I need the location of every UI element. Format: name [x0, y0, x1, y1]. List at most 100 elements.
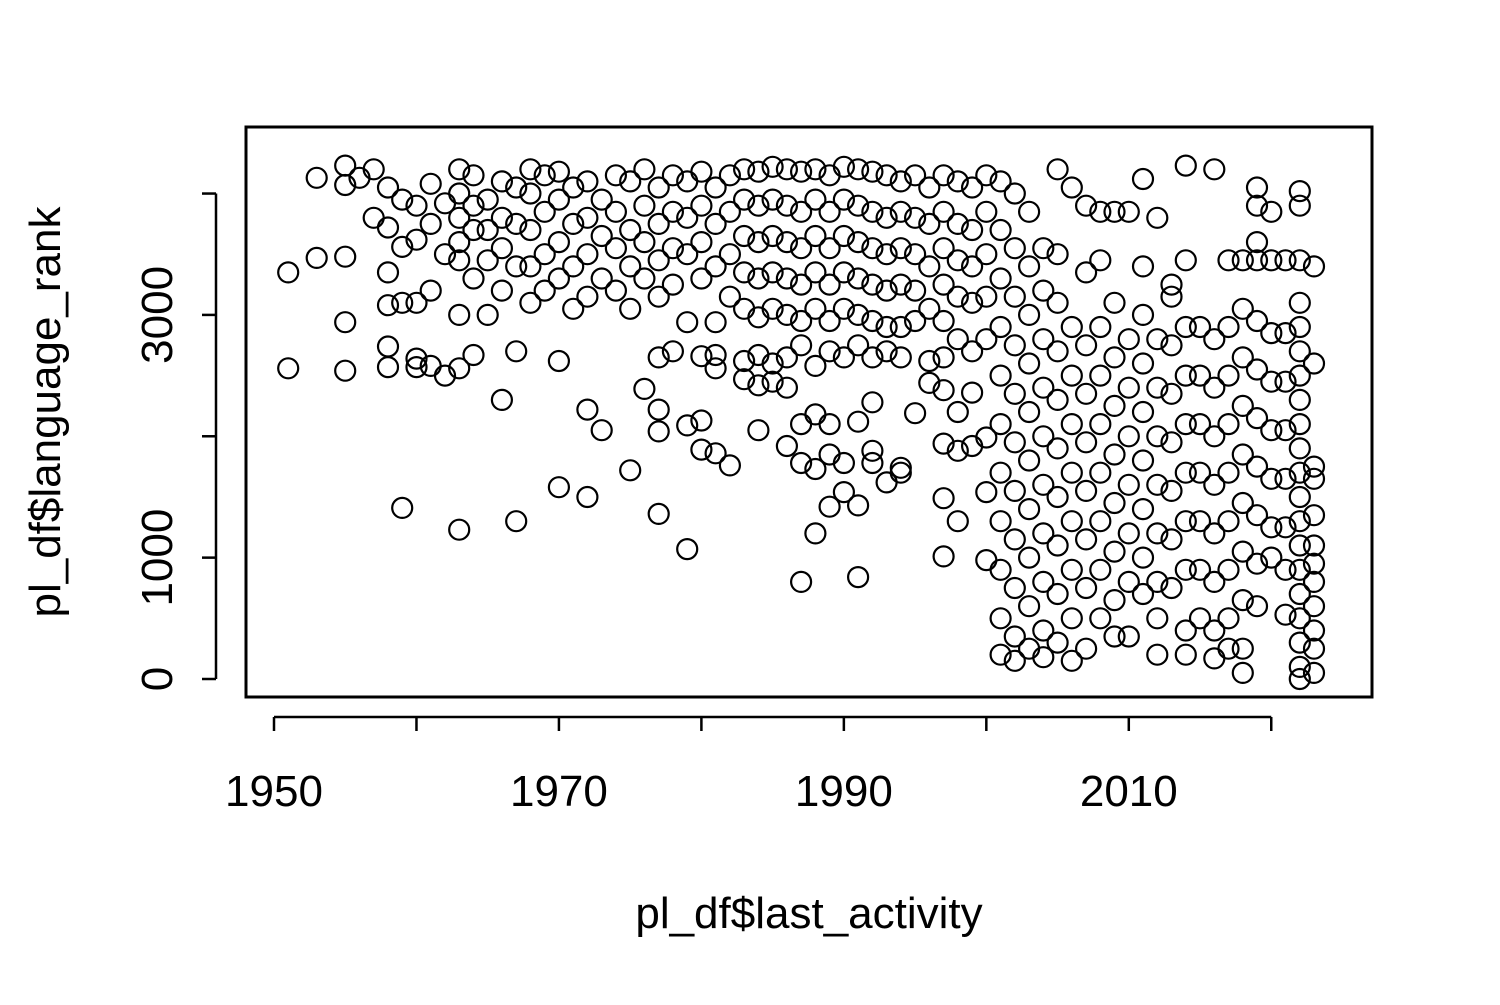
- data-point: [975, 426, 998, 449]
- data-point: [1160, 334, 1183, 357]
- data-point: [804, 297, 827, 320]
- data-point: [861, 200, 884, 223]
- data-point: [1174, 249, 1197, 272]
- data-point: [775, 376, 799, 399]
- data-point: [1188, 558, 1212, 581]
- data-point: [448, 158, 471, 181]
- data-point: [647, 249, 670, 272]
- data-point: [305, 166, 328, 189]
- data-point: [562, 255, 585, 278]
- data-point: [1003, 182, 1026, 205]
- data-point: [775, 158, 799, 181]
- data-point: [1288, 364, 1311, 387]
- data-point: [960, 176, 984, 199]
- data-point: [832, 297, 856, 320]
- data-point: [818, 309, 841, 333]
- data-point: [334, 359, 357, 382]
- data-point: [1288, 315, 1311, 339]
- data-point: [334, 311, 357, 334]
- data-point: [1131, 498, 1155, 521]
- data-point: [761, 261, 784, 284]
- data-point: [448, 231, 471, 254]
- data-point: [732, 261, 756, 284]
- data-point: [903, 309, 927, 333]
- x-tick-label: 1990: [795, 767, 893, 816]
- data-point: [1117, 328, 1140, 351]
- data-point: [391, 235, 414, 258]
- data-point: [576, 485, 599, 509]
- data-point: [619, 255, 642, 278]
- data-point: [989, 558, 1012, 581]
- data-point: [647, 398, 670, 421]
- data-point: [419, 212, 442, 235]
- data-point: [1074, 528, 1098, 551]
- data-point: [875, 206, 898, 229]
- data-point: [1260, 322, 1283, 345]
- data-point: [747, 231, 770, 254]
- data-point: [861, 391, 884, 414]
- data-point: [647, 502, 670, 526]
- data-point: [1245, 504, 1269, 527]
- data-point: [946, 328, 969, 351]
- data-point: [1217, 364, 1240, 387]
- data-point: [1217, 249, 1240, 272]
- data-point: [462, 218, 485, 242]
- data-point: [932, 164, 955, 187]
- data-point: [1089, 364, 1112, 387]
- data-point: [918, 297, 941, 320]
- data-point: [462, 343, 485, 367]
- data-point: [846, 158, 870, 181]
- data-point: [1302, 619, 1326, 642]
- data-point: [1060, 607, 1083, 630]
- data-point: [960, 218, 984, 242]
- data-point: [376, 261, 400, 284]
- data-point: [448, 182, 471, 205]
- data-point: [1131, 449, 1155, 472]
- data-point: [676, 414, 699, 437]
- data-point: [1017, 546, 1041, 569]
- data-point: [1032, 619, 1055, 642]
- data-point: [661, 200, 685, 223]
- data-point: [1146, 328, 1169, 351]
- data-point: [804, 522, 827, 545]
- data-point: [832, 224, 856, 248]
- data-point: [932, 237, 955, 260]
- data-point: [1032, 376, 1055, 399]
- data-point: [1003, 237, 1026, 260]
- data-point: [1032, 279, 1055, 302]
- data-point: [989, 315, 1012, 339]
- data-point: [647, 285, 670, 308]
- data-point: [1302, 534, 1326, 557]
- data-point: [1032, 522, 1055, 545]
- data-point: [861, 451, 884, 475]
- data-point: [676, 206, 699, 229]
- data-point: [775, 346, 799, 369]
- data-point: [775, 434, 799, 458]
- data-point: [1231, 588, 1254, 612]
- data-point: [918, 371, 941, 394]
- data-point: [818, 200, 841, 223]
- data-point: [1288, 180, 1311, 203]
- data-point: [604, 164, 628, 187]
- data-point: [661, 340, 685, 363]
- y-axis-title: pl_df$language_rank: [21, 205, 70, 617]
- data-point: [405, 356, 428, 379]
- data-point: [1074, 431, 1098, 454]
- data-point: [832, 481, 856, 504]
- data-point: [690, 345, 713, 368]
- data-point: [1003, 649, 1026, 672]
- data-point: [1174, 364, 1197, 387]
- data-point: [1089, 510, 1112, 533]
- data-point: [747, 419, 770, 442]
- data-point: [1188, 413, 1212, 436]
- data-point: [619, 459, 642, 482]
- data-point: [547, 349, 571, 373]
- data-point: [1174, 315, 1197, 339]
- data-point: [718, 454, 742, 477]
- data-point: [1060, 558, 1083, 581]
- data-point: [1274, 249, 1297, 272]
- data-point: [562, 212, 585, 235]
- data-point: [761, 224, 784, 248]
- data-point: [376, 335, 400, 358]
- data-point: [1203, 376, 1226, 399]
